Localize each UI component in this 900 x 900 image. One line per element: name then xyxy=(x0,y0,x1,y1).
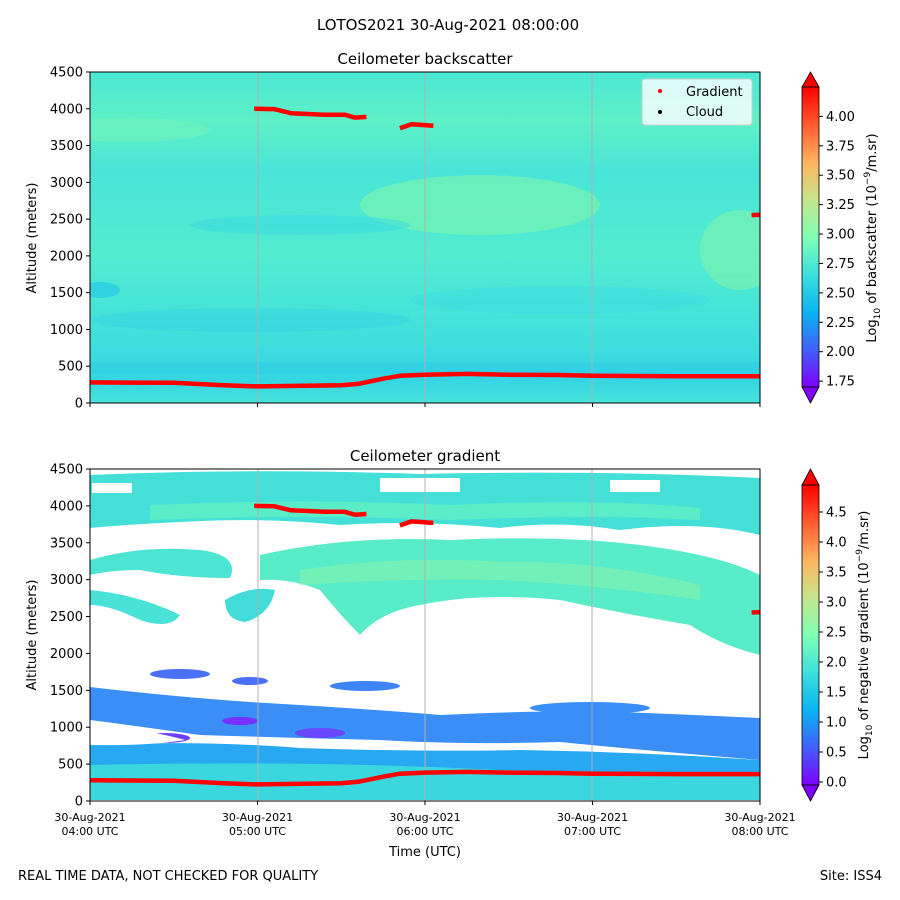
colorbar-tick-label: 2.50 xyxy=(826,286,855,301)
backscatter-colorbar-max-arrow xyxy=(801,71,820,88)
y-tick-label: 0 xyxy=(75,397,83,412)
x-tick-label: 06:00 UTC xyxy=(396,825,453,838)
backscatter-colorbar-body xyxy=(802,87,819,387)
x-tick-label: 30-Aug-2021 xyxy=(389,811,460,824)
gradient-points-boundary-layer xyxy=(89,371,760,389)
x-tick-label: 07:00 UTC xyxy=(564,825,621,838)
legend-gradient-label: Gradient xyxy=(686,85,743,100)
colorbar-tick-label: 3.00 xyxy=(826,228,855,243)
colorbar-tick-label: 1.5 xyxy=(826,686,847,701)
y-tick-label: 500 xyxy=(58,360,83,375)
y-tick-label: 1500 xyxy=(50,684,83,699)
y-tick-label: 500 xyxy=(58,758,83,773)
y-tick-label: 3500 xyxy=(50,139,83,154)
legend-cloud-marker xyxy=(658,110,662,114)
backscatter-colorbar: 1.75 2.00 2.25 2.50 2.75 3.00 3.25 3.50 3.75 4.00… xyxy=(801,71,883,404)
colorbar-tick-label: 3.50 xyxy=(826,169,855,184)
colorbar-tick-label: 3.5 xyxy=(826,566,847,581)
y-tick-label: 3000 xyxy=(50,176,83,191)
gradient-colorbar-max-arrow xyxy=(801,468,820,486)
backscatter-x-axis xyxy=(89,403,761,407)
gradient-panel: Ceilometer gradient xyxy=(25,447,875,860)
backscatter-colorbar-label: Log10 of backscatter (10−9/m.sr) xyxy=(863,133,883,342)
backscatter-title: Ceilometer backscatter xyxy=(337,50,513,68)
gradient-ylabel: Altitude (meters) xyxy=(25,580,40,691)
gradient-y-axis: 0 500 1000 1500 2000 2500 3000 3500 4000 4500 xyxy=(50,463,90,810)
gradient-points-upper-layer xyxy=(399,519,434,528)
colorbar-tick-label: 4.0 xyxy=(826,536,847,551)
colorbar-tick-label: 1.75 xyxy=(826,375,855,390)
gradient-colorbar: 0.0 0.5 1.0 1.5 2.0 2.5 3.0 3.5 4.0 4.5 Log10 of … xyxy=(801,468,875,802)
x-tick-label: 30-Aug-2021 xyxy=(222,811,293,824)
y-tick-label: 2000 xyxy=(50,647,83,662)
backscatter-colorbar-min-arrow xyxy=(801,386,820,404)
y-tick-label: 4000 xyxy=(50,499,83,514)
quality-notice: REAL TIME DATA, NOT CHECKED FOR QUALITY xyxy=(18,869,319,884)
x-tick-label: 04:00 UTC xyxy=(61,825,118,838)
legend-box xyxy=(641,78,753,126)
gradient-xlabel: Time (UTC) xyxy=(388,845,461,860)
y-tick-label: 1000 xyxy=(50,323,83,338)
colorbar-tick-label: 2.75 xyxy=(826,257,855,272)
y-tick-label: 4000 xyxy=(50,102,83,117)
colorbar-tick-label: 4.5 xyxy=(826,506,847,521)
y-tick-label: 3500 xyxy=(50,536,83,551)
colorbar-tick-label: 3.25 xyxy=(826,198,855,213)
backscatter-y-axis: 0 500 1000 1500 2000 2500 3000 3500 4000 4500 xyxy=(50,66,90,412)
y-tick-label: 2000 xyxy=(50,249,83,264)
gradient-colorbar-body xyxy=(802,485,819,785)
colorbar-tick-label: 3.75 xyxy=(826,139,855,154)
colorbar-tick-label: 1.0 xyxy=(826,716,847,731)
gradient-points-upper-layer xyxy=(399,121,434,131)
y-tick-label: 2500 xyxy=(50,610,83,625)
y-tick-label: 1500 xyxy=(50,286,83,301)
gradient-gradient-points xyxy=(89,503,761,787)
legend: Gradient Cloud xyxy=(641,78,753,126)
x-tick-label: 30-Aug-2021 xyxy=(54,811,125,824)
site-label: Site: ISS4 xyxy=(819,869,882,884)
y-tick-label: 2500 xyxy=(50,213,83,228)
colorbar-tick-label: 3.0 xyxy=(826,596,847,611)
colorbar-tick-label: 0.5 xyxy=(826,746,847,761)
gradient-points-upper-layer xyxy=(254,106,367,120)
gradient-title: Ceilometer gradient xyxy=(350,447,500,465)
gradient-points-boundary-layer xyxy=(89,769,760,787)
x-tick-label: 30-Aug-2021 xyxy=(557,811,628,824)
x-tick-label: 08:00 UTC xyxy=(731,825,788,838)
x-tick-label: 30-Aug-2021 xyxy=(724,811,795,824)
colorbar-tick-label: 4.00 xyxy=(826,110,855,125)
gradient-colorbar-min-arrow xyxy=(801,784,820,802)
y-tick-label: 1000 xyxy=(50,721,83,736)
legend-gradient-marker xyxy=(658,89,662,93)
colorbar-tick-label: 0.0 xyxy=(826,776,847,791)
backscatter-gradient-points xyxy=(89,106,761,389)
gradient-points-upper-layer xyxy=(254,503,367,517)
y-tick-label: 4500 xyxy=(50,463,83,478)
backscatter-panel: Ceilometer backscatter 0 500 1000 1500 2000 2… xyxy=(25,50,883,412)
y-tick-label: 3000 xyxy=(50,573,83,588)
backscatter-ylabel: Altitude (meters) xyxy=(25,183,40,294)
legend-cloud-label: Cloud xyxy=(686,105,723,120)
y-tick-label: 0 xyxy=(75,795,83,810)
colorbar-tick-label: 2.0 xyxy=(826,656,847,671)
colorbar-tick-label: 2.25 xyxy=(826,316,855,331)
figure-title: LOTOS2021 30-Aug-2021 08:00:00 xyxy=(317,16,579,34)
colorbar-tick-label: 2.00 xyxy=(826,345,855,360)
colorbar-tick-label: 2.5 xyxy=(826,626,847,641)
x-tick-label: 05:00 UTC xyxy=(229,825,286,838)
gradient-colorbar-label: Log10 of negative gradient (10−9/m.sr) xyxy=(855,511,875,760)
y-tick-label: 4500 xyxy=(50,66,83,81)
